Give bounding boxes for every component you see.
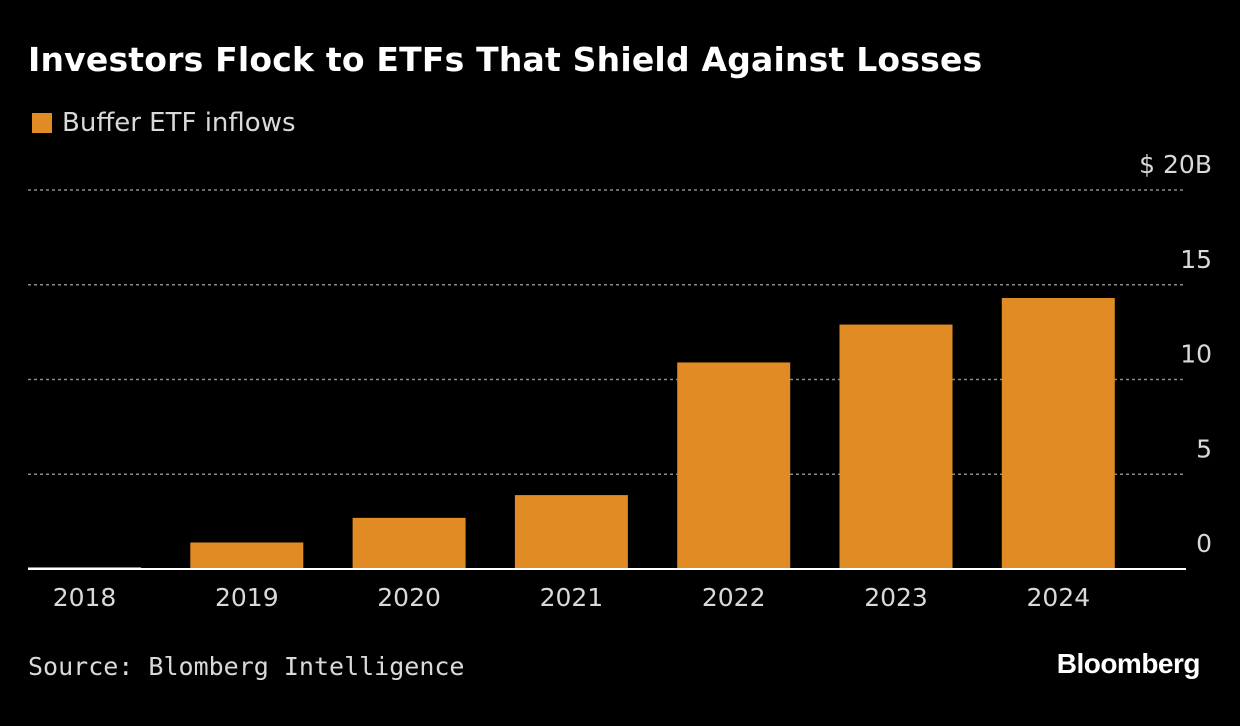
y-tick-label-10: 10 bbox=[1180, 340, 1212, 369]
bar-2021 bbox=[514, 495, 628, 569]
x-tick-label-2023: 2023 bbox=[864, 583, 928, 612]
y-tick-label-0: 0 bbox=[1196, 529, 1212, 558]
bar-2020 bbox=[352, 517, 466, 569]
bar-2024 bbox=[1001, 298, 1115, 569]
bar-2019 bbox=[190, 542, 304, 569]
legend-swatch bbox=[32, 113, 52, 133]
bloomberg-logo: Bloomberg bbox=[1056, 648, 1201, 679]
bar-2023 bbox=[839, 324, 953, 569]
y-tick-label-20: $ 20B bbox=[1139, 150, 1212, 179]
legend-label: Buffer ETF inflows bbox=[62, 108, 296, 138]
source-note: Source: Blomberg Intelligence bbox=[28, 652, 465, 681]
x-tick-label-2018: 2018 bbox=[53, 583, 117, 612]
x-tick-label-2021: 2021 bbox=[540, 583, 604, 612]
y-tick-label-5: 5 bbox=[1196, 434, 1212, 463]
bar-2022 bbox=[677, 362, 791, 569]
legend: Buffer ETF inflows bbox=[32, 108, 296, 138]
x-tick-label-2020: 2020 bbox=[377, 583, 441, 612]
x-tick-label-2022: 2022 bbox=[702, 583, 766, 612]
x-tick-label-2024: 2024 bbox=[1026, 583, 1090, 612]
chart-title: Investors Flock to ETFs That Shield Agai… bbox=[28, 40, 983, 79]
y-tick-label-15: 15 bbox=[1180, 245, 1212, 274]
x-tick-label-2019: 2019 bbox=[215, 583, 279, 612]
